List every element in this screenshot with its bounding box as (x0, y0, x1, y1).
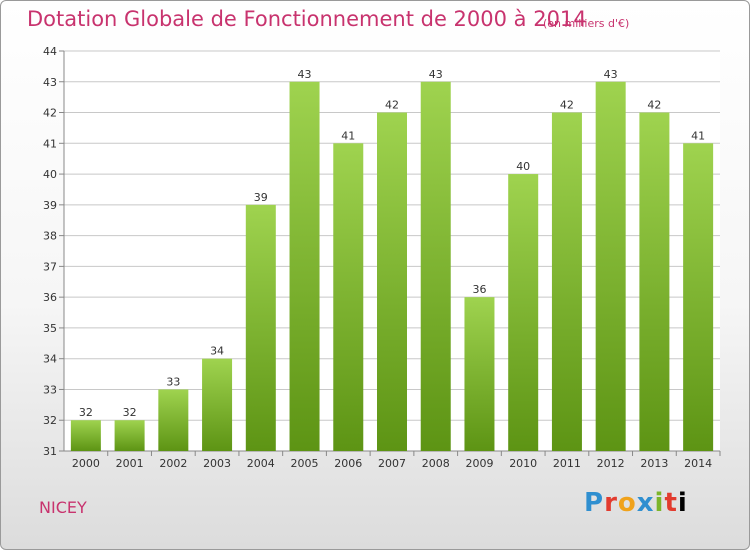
x-tick-label: 2008 (422, 457, 450, 470)
x-tick-label: 2012 (597, 457, 625, 470)
x-tick-label: 2004 (247, 457, 275, 470)
bar (420, 81, 451, 452)
x-tick-label: 2014 (684, 457, 712, 470)
bar-value-label: 36 (472, 283, 486, 296)
bar (333, 143, 364, 452)
bar-value-label: 42 (385, 99, 399, 112)
bar (289, 81, 320, 452)
y-tick-label: 43 (43, 76, 57, 89)
bar (70, 420, 101, 451)
commune-name: NICEY (39, 498, 87, 517)
x-tick-label: 2002 (159, 457, 187, 470)
x-tick-label: 2003 (203, 457, 231, 470)
bar-value-label: 43 (298, 68, 312, 81)
bar-value-label: 43 (604, 68, 618, 81)
x-tick-label: 2010 (509, 457, 537, 470)
bar-value-label: 32 (79, 406, 93, 419)
y-tick-label: 35 (43, 322, 57, 335)
y-tick-label: 31 (43, 445, 57, 458)
x-tick-label: 2011 (553, 457, 581, 470)
y-tick-label: 38 (43, 230, 57, 243)
bar-value-label: 42 (647, 99, 661, 112)
bar (464, 297, 495, 451)
proxiti-logo: Proxiti (584, 488, 688, 518)
y-tick-label: 42 (43, 107, 57, 120)
y-tick-label: 37 (43, 260, 57, 273)
bar-value-label: 41 (341, 129, 355, 142)
y-tick-label: 39 (43, 199, 57, 212)
bar (595, 81, 626, 452)
bar-value-label: 39 (254, 191, 268, 204)
y-tick-label: 33 (43, 383, 57, 396)
x-tick-label: 2005 (291, 457, 319, 470)
y-tick-label: 34 (43, 353, 57, 366)
bar-value-label: 34 (210, 345, 224, 358)
bar (158, 389, 189, 451)
bar-value-label: 33 (166, 375, 180, 388)
x-tick-label: 2006 (334, 457, 362, 470)
bar (683, 143, 714, 452)
bar (202, 358, 233, 451)
bar-value-label: 43 (429, 68, 443, 81)
bar-value-label: 40 (516, 160, 530, 173)
y-tick-label: 41 (43, 137, 57, 150)
bar-value-label: 42 (560, 99, 574, 112)
bar (508, 174, 539, 452)
chart-unit-note: (en milliers d'€) (543, 17, 630, 30)
x-tick-label: 2009 (465, 457, 493, 470)
x-tick-label: 2000 (72, 457, 100, 470)
bar (551, 112, 582, 452)
x-tick-label: 2001 (116, 457, 144, 470)
y-tick-label: 32 (43, 414, 57, 427)
bar (245, 204, 276, 451)
y-tick-label: 36 (43, 291, 57, 304)
y-tick-label: 44 (43, 45, 57, 58)
bar (639, 112, 670, 452)
y-tick-label: 40 (43, 168, 57, 181)
bar-value-label: 32 (123, 406, 137, 419)
x-tick-label: 2007 (378, 457, 406, 470)
chart-title: Dotation Globale de Fonctionnement de 20… (27, 7, 587, 31)
bar (114, 420, 145, 451)
bar (377, 112, 407, 452)
x-tick-label: 2013 (640, 457, 668, 470)
bar-value-label: 41 (691, 129, 705, 142)
